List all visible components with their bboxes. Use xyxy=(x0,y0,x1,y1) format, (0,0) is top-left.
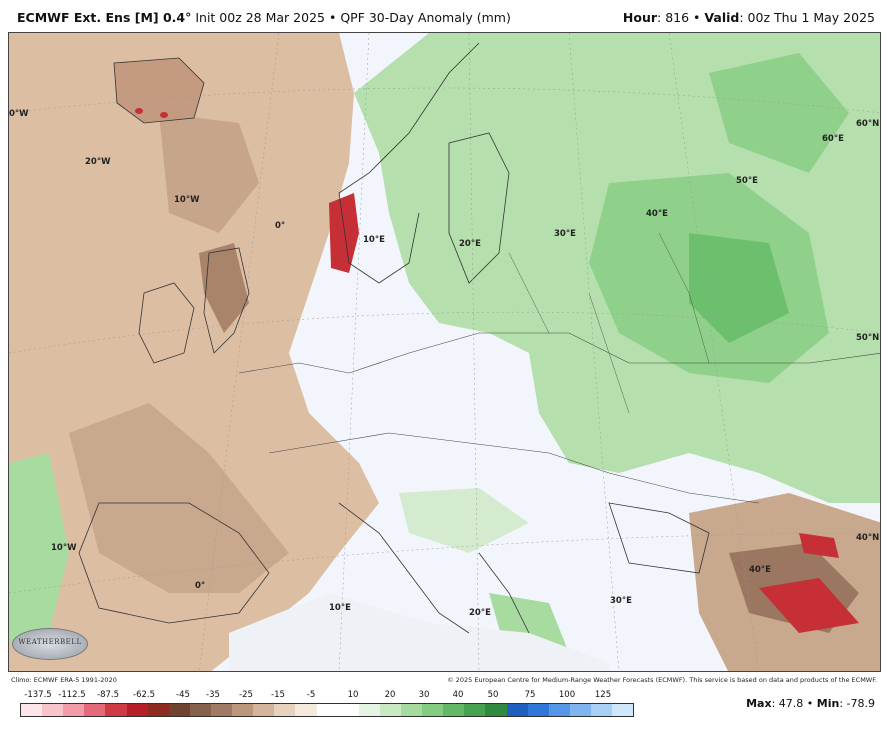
lon-label: 0° xyxy=(275,221,286,231)
max-value: : 47.8 xyxy=(771,697,804,710)
colorbar-tick-label: 75 xyxy=(524,690,536,700)
lon-label: 60°E xyxy=(822,134,844,144)
colorbar-swatch xyxy=(358,704,380,716)
colorbar-tick-label: -5 xyxy=(306,690,316,700)
init-time: Init 00z 28 Mar 2025 xyxy=(191,10,325,25)
colorbar-swatch xyxy=(189,704,211,716)
ecmwf-credit: © 2025 European Centre for Medium-Range … xyxy=(447,676,877,684)
lon-label: 0° xyxy=(195,581,206,591)
colorbar-tick-label: -62.5 xyxy=(133,690,155,700)
colorbar-swatch xyxy=(42,704,64,716)
colorbar-tick-label: -137.5 xyxy=(24,690,52,700)
map-canvas xyxy=(9,33,880,671)
colorbar-tick-label: 10 xyxy=(347,690,359,700)
colorbar-swatch xyxy=(400,704,423,716)
colorbar-swatch xyxy=(548,704,570,716)
lon-label: 20°W xyxy=(85,157,111,167)
colorbar-swatch xyxy=(168,704,190,716)
lon-label: 20°E xyxy=(459,239,481,249)
colorbar-tick-label: -15 xyxy=(271,690,285,700)
colorbar-swatch xyxy=(147,704,169,716)
hour-value: : 816 xyxy=(657,10,690,25)
colorbar-tick-label: -87.5 xyxy=(97,690,119,700)
colorbar-tick-label: -35 xyxy=(206,690,220,700)
lat-label: 60°N xyxy=(856,119,880,129)
colorbar-swatch xyxy=(337,704,359,716)
colorbar-tick-label: 50 xyxy=(487,690,499,700)
colorbar-tick-label: 100 xyxy=(558,690,576,700)
colorbar-swatch xyxy=(126,704,148,716)
colorbar-labels: -137.5 -112.5 -87.5 -62.5 -45 -35 -25 -15 -5 10 20… xyxy=(20,690,634,702)
min-label: Min xyxy=(816,697,840,710)
colorbar-swatch xyxy=(316,704,338,716)
separator: • xyxy=(324,10,341,25)
colorbar-tick-label: -25 xyxy=(239,690,253,700)
colorbar-swatch xyxy=(506,704,528,716)
lon-label: 20°E xyxy=(469,608,491,618)
hour-label: Hour xyxy=(622,10,658,25)
colorbar-swatch xyxy=(295,704,317,716)
colorbar-swatch xyxy=(527,704,549,716)
colorbar-swatch xyxy=(63,704,85,716)
colorbar-tick-label: 20 xyxy=(384,690,396,700)
lon-label: 40°E xyxy=(749,565,771,575)
valid-label: Valid xyxy=(704,10,740,25)
lon-label: 10°E xyxy=(329,603,351,613)
logo-text: WEATHERBELL xyxy=(18,638,82,646)
colorbar-tick-label: 40 xyxy=(452,690,464,700)
colorbar-tick-label: -45 xyxy=(176,690,190,700)
max-min-stats: Max: 47.8 • Min: -78.9 xyxy=(746,697,875,710)
separator: • xyxy=(803,697,817,710)
colorbar xyxy=(20,703,634,717)
header-bar: ECMWF Ext. Ens [M] 0.4° Init 00z 28 Mar … xyxy=(0,0,889,32)
lon-label: 10°W xyxy=(174,195,200,205)
colorbar-tick-label: 30 xyxy=(418,690,430,700)
colorbar-swatch xyxy=(210,704,233,716)
colorbar-swatch xyxy=(84,704,106,716)
weatherbell-logo: WEATHERBELL xyxy=(12,628,88,660)
lon-label: 0°W xyxy=(9,109,29,119)
max-label: Max xyxy=(746,697,772,710)
model-name: ECMWF Ext. Ens [M] 0.4 xyxy=(17,10,186,25)
colorbar-swatch xyxy=(485,704,507,716)
colorbar-swatch xyxy=(590,704,613,716)
climo-credit: Climo: ECMWF ERA-5 1991-2020 xyxy=(11,676,117,684)
lon-label: 10°W xyxy=(51,543,77,553)
colorbar-swatch xyxy=(105,704,127,716)
colorbar-tick-label: 125 xyxy=(594,690,612,700)
colorbar-swatch xyxy=(422,704,444,716)
colorbar-swatch xyxy=(443,704,465,716)
separator: • xyxy=(689,10,705,25)
colorbar-swatch xyxy=(232,704,254,716)
degree-symbol: ° xyxy=(185,10,192,25)
lon-label: 10°E xyxy=(363,235,385,245)
colorbar-swatch xyxy=(21,704,43,716)
colorbar-swatch xyxy=(274,704,296,716)
lon-label: 40°E xyxy=(646,209,668,219)
colorbar-swatch xyxy=(379,704,401,716)
lon-label: 30°E xyxy=(610,596,632,606)
valid-time: Hour: 816 • Valid: 00z Thu 1 May 2025 xyxy=(623,10,875,25)
colorbar-tick-label: -112.5 xyxy=(58,690,86,700)
product-name: QPF 30-Day Anomaly (mm) xyxy=(340,10,511,25)
precip-anomaly-map: 0°W 20°W 10°W 0° 10°E 20°E 30°E 40°E 50°… xyxy=(8,32,881,672)
lon-label: 30°E xyxy=(554,229,576,239)
colorbar-swatch xyxy=(253,704,275,716)
colorbar-swatch xyxy=(569,704,591,716)
colorbar-swatch xyxy=(612,704,634,716)
lon-label: 50°E xyxy=(736,176,758,186)
min-value: : -78.9 xyxy=(839,697,875,710)
colorbar-swatch xyxy=(464,704,486,716)
lat-label: 50°N xyxy=(856,333,880,343)
lat-label: 40°N xyxy=(856,533,880,543)
map-title: ECMWF Ext. Ens [M] 0.4° Init 00z 28 Mar … xyxy=(17,10,511,25)
valid-value: : 00z Thu 1 May 2025 xyxy=(739,10,875,25)
